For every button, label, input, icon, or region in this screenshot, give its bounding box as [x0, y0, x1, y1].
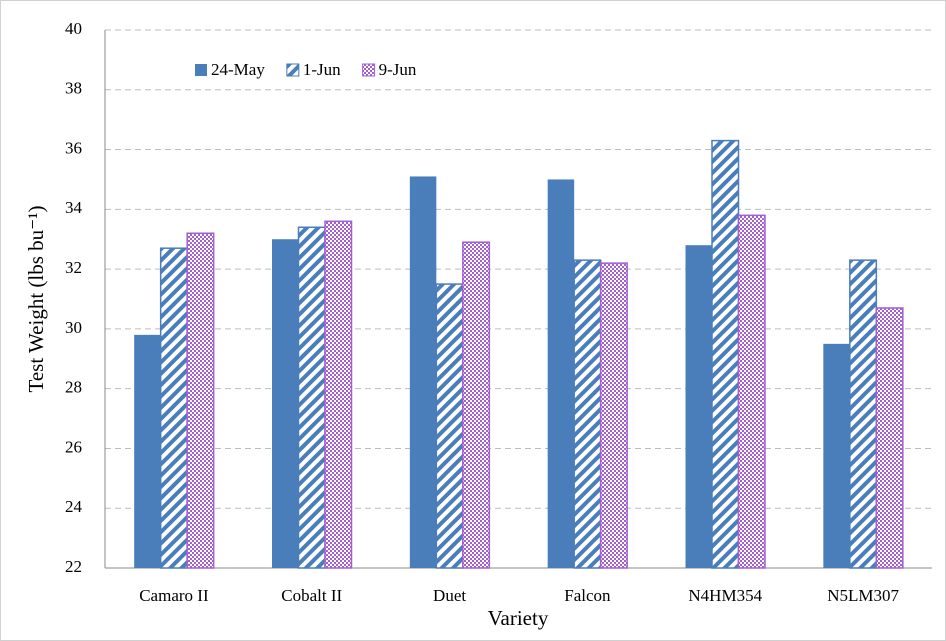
- legend-label: 24-May: [211, 60, 265, 79]
- bar: [711, 139, 740, 569]
- y-tick-label: 22: [65, 557, 82, 576]
- y-tick-label: 30: [65, 318, 82, 337]
- y-tick-label: 36: [65, 138, 82, 157]
- y-tick-label: 28: [65, 378, 82, 397]
- legend-swatch: [195, 64, 207, 76]
- bar: [297, 226, 326, 569]
- x-tick-label: N5LM307: [827, 586, 899, 605]
- x-tick-label: N4HM354: [688, 586, 762, 605]
- x-tick-label: Cobalt II: [281, 586, 342, 605]
- x-tick-label: Falcon: [564, 586, 611, 605]
- y-tick-label: 38: [65, 79, 82, 98]
- x-tick-label: Camaro II: [139, 586, 209, 605]
- bar: [324, 220, 353, 569]
- y-tick-label: 26: [65, 437, 82, 456]
- bar: [737, 214, 766, 569]
- bar: [547, 179, 575, 568]
- legend-label: 9-Jun: [379, 60, 417, 79]
- bar: [186, 232, 215, 569]
- y-tick-label: 24: [65, 497, 83, 516]
- y-tick-label: 32: [65, 258, 82, 277]
- bar: [159, 247, 188, 569]
- bar: [849, 259, 878, 569]
- bar: [685, 245, 712, 568]
- y-tick-label: 40: [65, 19, 82, 38]
- legend-swatch: [362, 63, 376, 77]
- x-axis-title: Variety: [488, 606, 549, 630]
- y-axis-title: Test Weight (lbs bu⁻¹): [24, 205, 48, 392]
- bar: [823, 343, 850, 568]
- y-tick-label: 34: [65, 198, 83, 217]
- bar: [462, 241, 491, 569]
- bar: [599, 262, 628, 569]
- bar: [435, 283, 464, 569]
- bar: [573, 259, 602, 569]
- legend-swatch: [286, 63, 300, 77]
- bar: [875, 307, 904, 569]
- x-tick-label: Duet: [433, 586, 466, 605]
- bar: [409, 176, 437, 568]
- legend-label: 1-Jun: [303, 60, 341, 79]
- bar: [272, 239, 299, 568]
- bar: [134, 334, 161, 568]
